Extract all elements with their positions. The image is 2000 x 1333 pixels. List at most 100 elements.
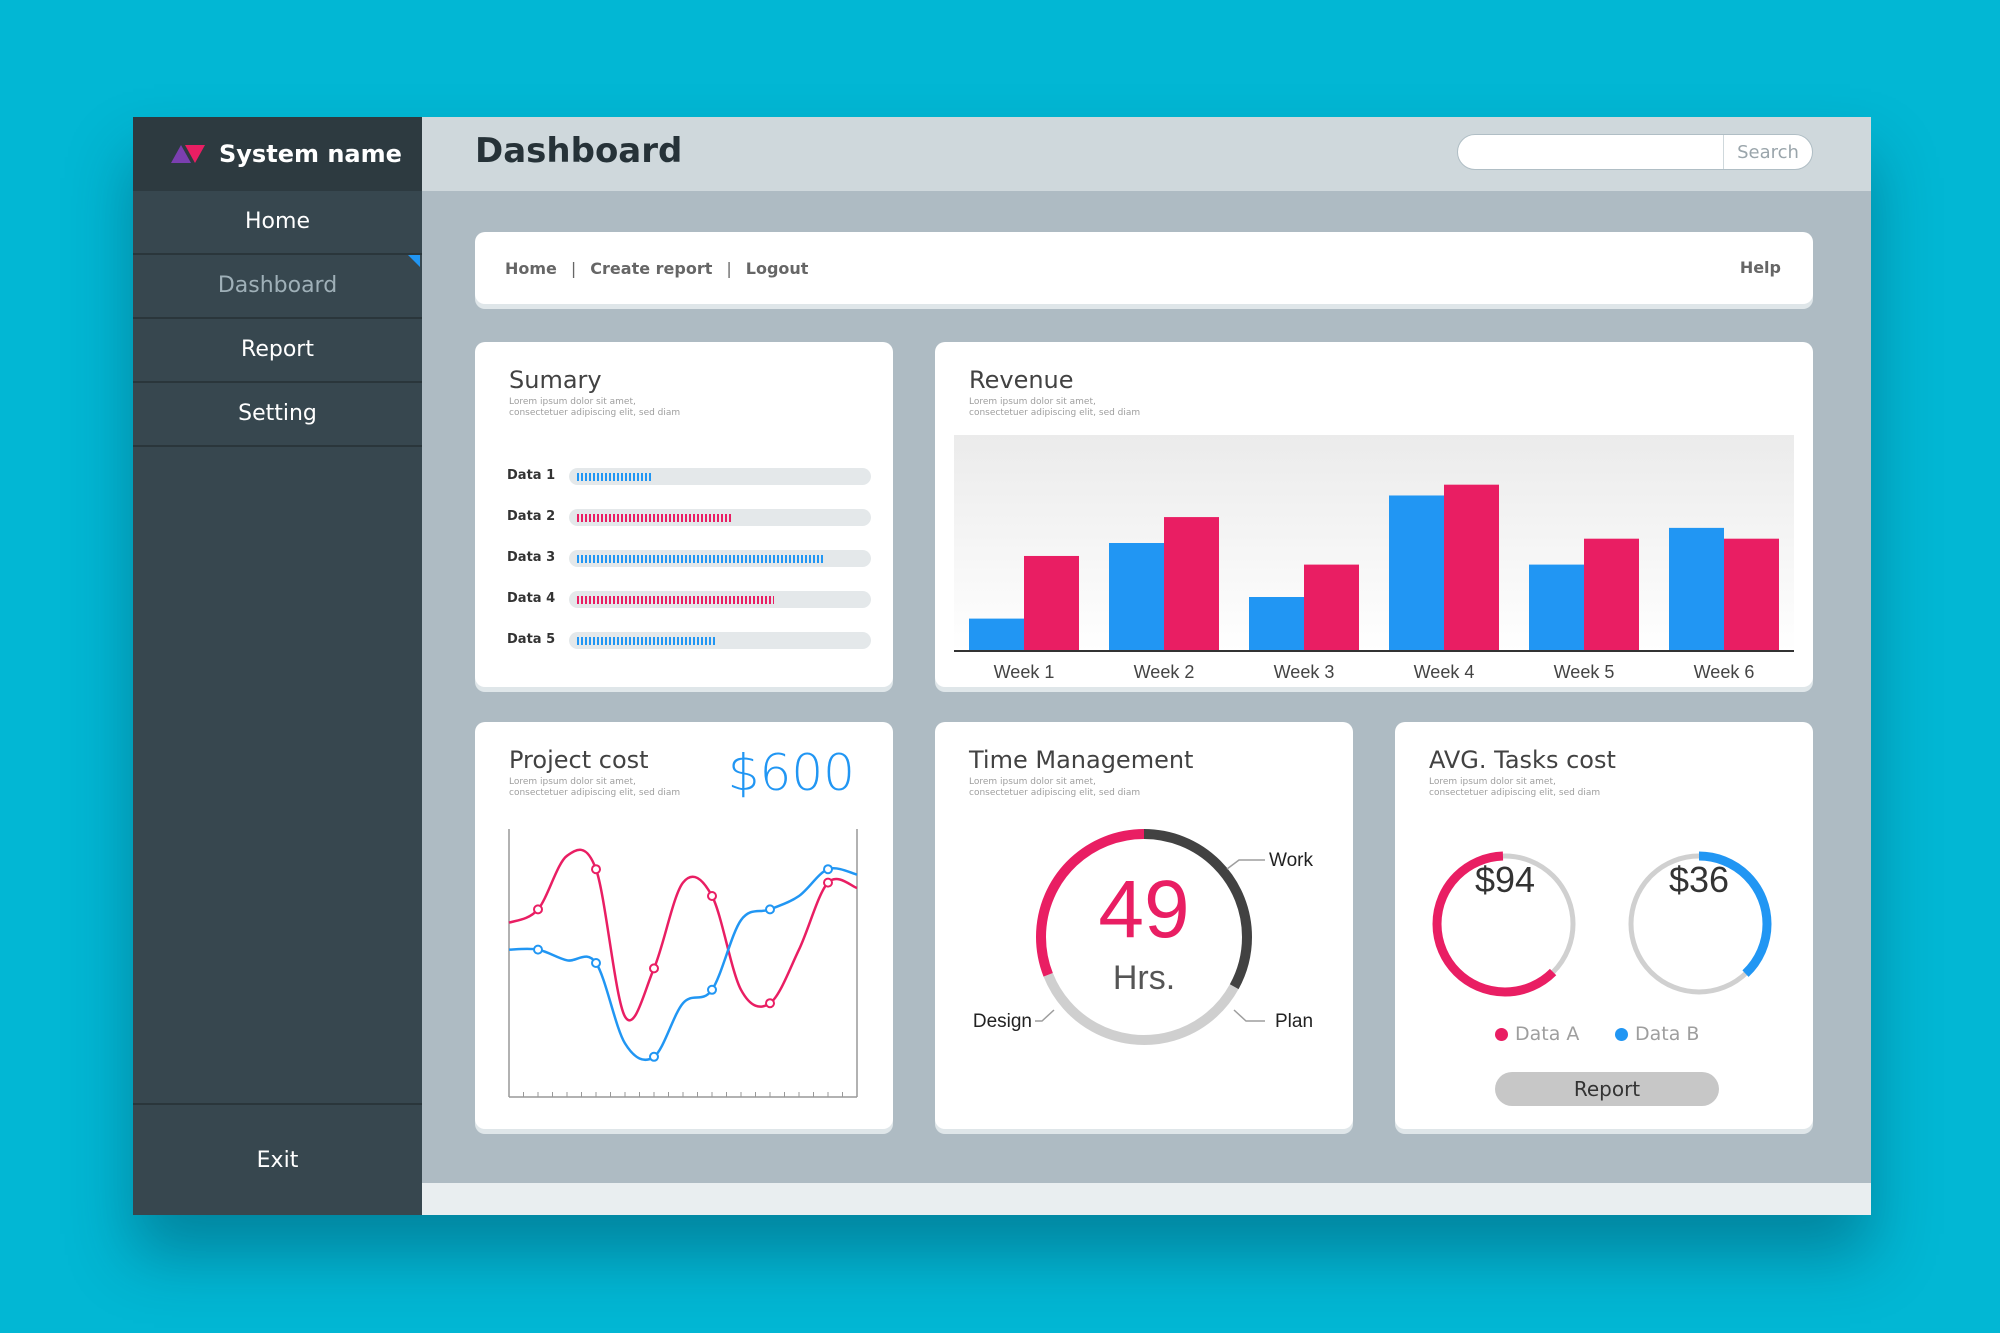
card-subtitle-line: consectetuer adipiscing elit, sed diam (969, 788, 1141, 798)
search-input[interactable] (1472, 135, 1726, 169)
brand: System name (133, 117, 422, 191)
design-leader-line (1035, 1009, 1055, 1022)
legend-dot-icon (1495, 1027, 1508, 1041)
summary-row: Data 3 (507, 548, 871, 568)
legend-item-b: Data B (1615, 1023, 1699, 1045)
project-cost-card: Project cost Lorem ipsum dolor sit amet,… (475, 722, 893, 1129)
sidebar-item-label: Report (241, 337, 314, 362)
summary-progress-fill (577, 514, 732, 522)
create-report-link[interactable]: Create report (590, 258, 713, 278)
home-link[interactable]: Home (505, 258, 557, 278)
x-tick-label: Week 3 (1274, 662, 1335, 682)
summary-progress-fill (577, 637, 718, 645)
revenue-card: Revenue Lorem ipsum dolor sit amet, cons… (935, 342, 1813, 687)
revenue-bar (1724, 538, 1779, 651)
card-subtitle: Lorem ipsum dolor sit amet, consectetuer… (509, 777, 749, 799)
avg-tasks-card: AVG. Tasks cost Lorem ipsum dolor sit am… (1395, 722, 1813, 1129)
search-button-label: Search (1737, 141, 1799, 163)
card-subtitle-line: consectetuer adipiscing elit, sed diam (1429, 788, 1601, 798)
summary-progress-track (569, 632, 871, 649)
search-button[interactable]: Search (1723, 135, 1812, 169)
summary-progress-track (569, 591, 871, 608)
link-bar: Home | Create report | Logout Help (475, 232, 1813, 304)
revenue-bar (1304, 564, 1359, 651)
card-subtitle-line: Lorem ipsum dolor sit amet, (969, 397, 1096, 407)
report-button[interactable]: Report (1495, 1072, 1719, 1106)
revenue-bar (1249, 597, 1304, 651)
breadcrumb: Home | Create report | Logout (505, 232, 808, 304)
summary-row: Data 1 (507, 466, 871, 486)
search-box: Search (1457, 134, 1813, 170)
x-tick-label: Week 5 (1554, 662, 1615, 682)
data-point (765, 904, 775, 915)
ring-segment (1036, 829, 1252, 1045)
app-window: System name Home Dashboard Report Settin… (133, 117, 1871, 1215)
revenue-chart: Week 1 Week 2 Week 3 Week 4 Week 5 Week 6 (954, 435, 1794, 682)
summary-progress-track (569, 509, 871, 526)
card-title: Revenue (969, 366, 1074, 394)
help-link[interactable]: Help (1739, 258, 1781, 277)
card-subtitle-line: consectetuer adipiscing elit, sed diam (509, 788, 681, 798)
sidebar-item-report[interactable]: Report (133, 319, 422, 383)
plot-background (954, 435, 1794, 651)
card-subtitle: Lorem ipsum dolor sit amet, consectetuer… (969, 777, 1209, 799)
summary-row-label: Data 4 (507, 591, 556, 606)
card-title: Sumary (509, 366, 602, 394)
legend-dot-icon (1615, 1027, 1628, 1041)
page-title: Dashboard (475, 131, 683, 171)
revenue-bar (1584, 538, 1639, 651)
time-gauge: 49 Hrs. Work Plan Design (973, 828, 1313, 1045)
summary-row: Data 2 (507, 507, 871, 527)
active-marker-icon (408, 255, 420, 267)
segment-label-plan: Plan (1275, 1011, 1313, 1032)
revenue-bar (1529, 564, 1584, 651)
link-separator: | (570, 258, 577, 278)
series-line (508, 848, 858, 1022)
revenue-bar (969, 618, 1024, 651)
data-point (591, 958, 601, 968)
time-management-card: Time Management Lorem ipsum dolor sit am… (935, 722, 1353, 1129)
donut-value-b: $36 (1669, 859, 1729, 900)
data-point (707, 891, 717, 901)
card-subtitle-line: Lorem ipsum dolor sit amet, (969, 777, 1096, 787)
project-cost-chart (508, 829, 858, 1098)
sidebar-item-home[interactable]: Home (133, 191, 422, 255)
logout-link[interactable]: Logout (745, 258, 809, 278)
exit-button[interactable]: Exit (133, 1103, 422, 1215)
donut-arc (1626, 851, 1772, 997)
x-tick-label: Week 6 (1694, 662, 1755, 682)
segment-label-work: Work (1269, 850, 1313, 871)
card-subtitle-line: consectetuer adipiscing elit, sed diam (969, 408, 1141, 418)
summary-row-label: Data 2 (507, 509, 556, 524)
project-cost-amount: $600 (727, 744, 855, 802)
summary-progress-track (569, 468, 871, 485)
sidebar: System name Home Dashboard Report Settin… (133, 117, 422, 1215)
data-point (533, 944, 543, 955)
x-tick-label: Week 4 (1414, 662, 1475, 682)
summary-card: Sumary Lorem ipsum dolor sit amet, conse… (475, 342, 893, 687)
card-subtitle: Lorem ipsum dolor sit amet, consectetuer… (969, 397, 1209, 419)
legend-item-a: Data A (1495, 1023, 1579, 1045)
logo-icon (171, 145, 205, 163)
data-point (823, 877, 833, 888)
revenue-bar (1389, 495, 1444, 651)
revenue-bar (1109, 543, 1164, 651)
sidebar-item-setting[interactable]: Setting (133, 383, 422, 447)
work-leader-line (1226, 859, 1265, 870)
time-unit: Hrs. (1113, 959, 1175, 997)
data-point (707, 984, 717, 995)
summary-progress-fill (577, 473, 652, 481)
card-subtitle-line: consectetuer adipiscing elit, sed diam (509, 408, 681, 418)
sidebar-item-dashboard[interactable]: Dashboard (133, 255, 422, 319)
sidebar-item-label: Setting (238, 401, 317, 426)
summary-progress-fill (577, 596, 775, 604)
donut-arc (1432, 851, 1578, 997)
card-subtitle: Lorem ipsum dolor sit amet, consectetuer… (1429, 777, 1669, 799)
donut-value-a: $94 (1475, 859, 1535, 900)
card-title: Time Management (969, 746, 1194, 774)
card-subtitle-line: Lorem ipsum dolor sit amet, (1429, 777, 1556, 787)
data-point (649, 1051, 659, 1062)
report-button-label: Report (1573, 1077, 1641, 1101)
data-point (591, 864, 601, 875)
summary-row-label: Data 1 (507, 468, 556, 483)
